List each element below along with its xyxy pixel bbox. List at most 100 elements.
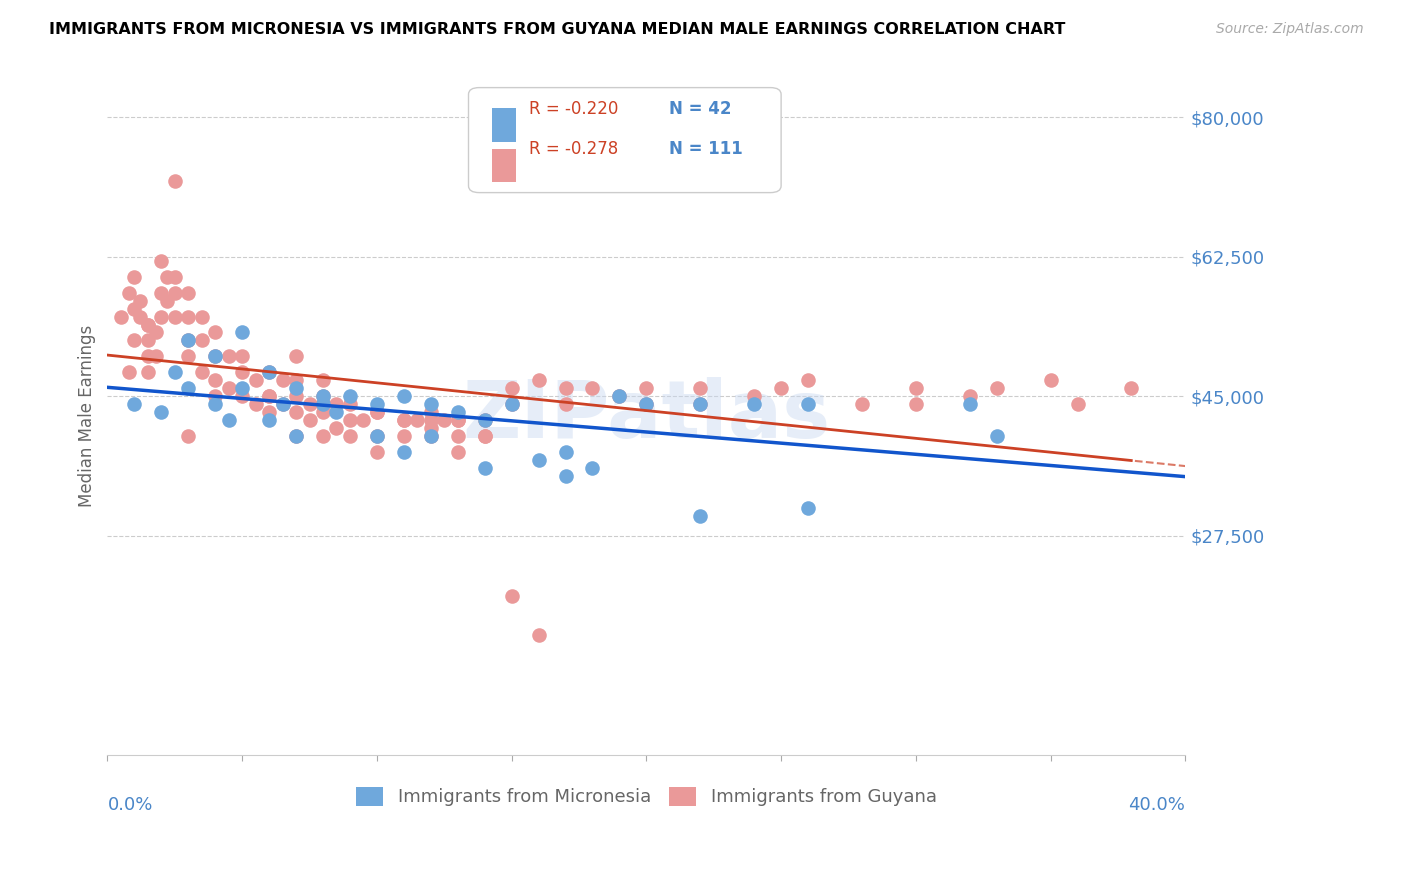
- Point: [190, 365, 212, 379]
- Point: [959, 389, 981, 403]
- Point: [1066, 397, 1088, 411]
- Point: [124, 397, 146, 411]
- Legend: Immigrants from Micronesia, Immigrants from Guyana: Immigrants from Micronesia, Immigrants f…: [349, 780, 943, 814]
- Point: [501, 397, 523, 411]
- Point: [986, 429, 1008, 443]
- Point: [366, 405, 388, 419]
- Text: 40.0%: 40.0%: [1129, 796, 1185, 814]
- Point: [406, 413, 429, 427]
- Point: [257, 413, 280, 427]
- Point: [156, 269, 179, 284]
- Point: [110, 310, 132, 324]
- Point: [257, 389, 280, 403]
- Point: [124, 269, 146, 284]
- Point: [959, 397, 981, 411]
- FancyBboxPatch shape: [468, 87, 782, 193]
- Text: ZIPatlas: ZIPatlas: [463, 377, 831, 455]
- Text: 0.0%: 0.0%: [107, 796, 153, 814]
- Text: IMMIGRANTS FROM MICRONESIA VS IMMIGRANTS FROM GUYANA MEDIAN MALE EARNINGS CORREL: IMMIGRANTS FROM MICRONESIA VS IMMIGRANTS…: [49, 22, 1066, 37]
- Point: [136, 350, 159, 364]
- Point: [352, 413, 374, 427]
- Point: [339, 397, 361, 411]
- Point: [150, 405, 173, 419]
- Point: [150, 285, 173, 300]
- Point: [636, 381, 658, 395]
- Point: [136, 318, 159, 332]
- Point: [177, 285, 200, 300]
- Point: [339, 429, 361, 443]
- Point: [742, 397, 765, 411]
- Point: [527, 453, 550, 467]
- Point: [474, 413, 496, 427]
- Point: [136, 365, 159, 379]
- Point: [904, 381, 927, 395]
- Point: [124, 301, 146, 316]
- Point: [257, 389, 280, 403]
- Point: [163, 285, 186, 300]
- Point: [689, 397, 711, 411]
- Point: [177, 381, 200, 395]
- Point: [150, 310, 173, 324]
- Point: [366, 429, 388, 443]
- Point: [285, 373, 308, 387]
- Point: [257, 365, 280, 379]
- Text: R = -0.220: R = -0.220: [529, 100, 619, 118]
- Point: [204, 397, 226, 411]
- Point: [447, 445, 470, 459]
- Point: [312, 389, 335, 403]
- Point: [124, 334, 146, 348]
- Point: [231, 381, 253, 395]
- Point: [447, 413, 470, 427]
- Point: [285, 429, 308, 443]
- Point: [285, 350, 308, 364]
- Point: [339, 413, 361, 427]
- Text: R = -0.278: R = -0.278: [529, 140, 619, 159]
- Y-axis label: Median Male Earnings: Median Male Earnings: [79, 325, 96, 508]
- Point: [325, 397, 347, 411]
- Point: [136, 318, 159, 332]
- Point: [285, 405, 308, 419]
- Point: [392, 413, 415, 427]
- Point: [204, 389, 226, 403]
- Point: [190, 310, 212, 324]
- Point: [609, 389, 631, 403]
- Point: [447, 405, 470, 419]
- Point: [1039, 373, 1062, 387]
- Point: [474, 429, 496, 443]
- Point: [419, 397, 441, 411]
- Point: [312, 397, 335, 411]
- Point: [245, 397, 267, 411]
- Point: [231, 326, 253, 340]
- Point: [689, 381, 711, 395]
- Point: [128, 293, 150, 308]
- Point: [177, 429, 200, 443]
- Point: [419, 405, 441, 419]
- Point: [742, 389, 765, 403]
- Point: [325, 421, 347, 435]
- Point: [163, 365, 186, 379]
- Point: [851, 397, 873, 411]
- Point: [474, 461, 496, 475]
- Point: [689, 508, 711, 523]
- Point: [392, 389, 415, 403]
- Text: N = 111: N = 111: [669, 140, 742, 159]
- Point: [128, 310, 150, 324]
- Point: [245, 373, 267, 387]
- Point: [527, 373, 550, 387]
- Point: [204, 350, 226, 364]
- Point: [145, 350, 167, 364]
- Point: [298, 397, 321, 411]
- Point: [257, 365, 280, 379]
- Point: [163, 310, 186, 324]
- Point: [204, 326, 226, 340]
- Point: [366, 429, 388, 443]
- Point: [145, 326, 167, 340]
- Point: [474, 413, 496, 427]
- Bar: [492, 149, 516, 183]
- Point: [797, 397, 820, 411]
- Point: [689, 397, 711, 411]
- Point: [190, 334, 212, 348]
- Point: [527, 628, 550, 642]
- Point: [204, 350, 226, 364]
- Point: [177, 334, 200, 348]
